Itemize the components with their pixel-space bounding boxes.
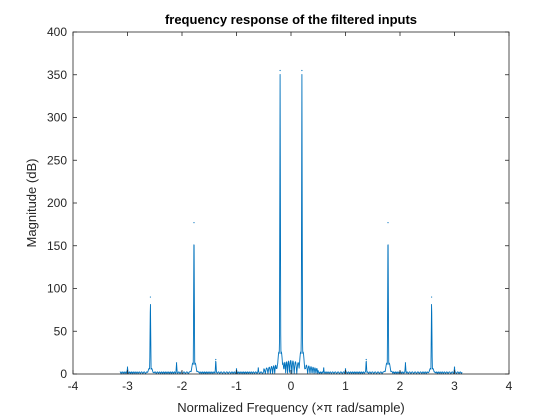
x-axis-label: Normalized Frequency (×π rad/sample)	[177, 400, 405, 415]
x-tick-label: 0	[288, 379, 295, 393]
peak-point	[404, 362, 407, 364]
y-tick-label: 100	[47, 282, 67, 296]
x-tick-label: 3	[451, 379, 458, 393]
x-tick-label: -4	[68, 379, 79, 393]
peak-point	[149, 296, 151, 298]
chart-title: frequency response of the filtered input…	[165, 12, 417, 27]
y-tick-label: 350	[47, 68, 67, 82]
peak-point	[279, 69, 281, 72]
peak-point	[301, 69, 303, 72]
x-tick-label: 2	[397, 379, 404, 393]
y-tick-label: 250	[47, 153, 67, 167]
peak-point	[344, 368, 347, 370]
peak-point	[175, 362, 178, 364]
y-tick-label: 50	[54, 324, 68, 338]
peak-point	[193, 222, 195, 224]
peak-point	[453, 366, 456, 368]
peak-point	[431, 296, 433, 298]
y-axis-label: Magnitude (dB)	[24, 159, 39, 248]
peak-point	[126, 366, 129, 368]
peak-point	[215, 358, 217, 361]
x-tick-label: 1	[342, 379, 349, 393]
x-tick-label: -2	[177, 379, 188, 393]
peak-point	[365, 358, 367, 361]
peak-point	[387, 222, 389, 224]
axes-box	[72, 31, 510, 375]
x-axis-ticks: -4 -3 -2 -1 0 1 2 3 4	[68, 32, 513, 393]
series-layer	[119, 69, 463, 375]
y-tick-label: 0	[60, 367, 67, 381]
y-tick-label: 150	[47, 239, 67, 253]
peak-point	[323, 367, 325, 369]
y-tick-label: 400	[47, 25, 67, 39]
y-tick-label: 200	[47, 196, 67, 210]
y-axis-ticks: 0 50 100 150 200 250 300 350 400	[47, 25, 509, 381]
peak-point	[257, 367, 259, 369]
x-tick-label: -1	[231, 379, 242, 393]
plot-area: -4 -3 -2 -1 0 1 2 3 4 0 50 100 150 200 250 300 350 400	[47, 25, 513, 393]
magnitude-response-line	[119, 74, 463, 375]
x-tick-label: -3	[122, 379, 133, 393]
x-tick-label: 4	[506, 379, 513, 393]
peak-point	[235, 368, 238, 370]
y-tick-label: 300	[47, 111, 67, 125]
